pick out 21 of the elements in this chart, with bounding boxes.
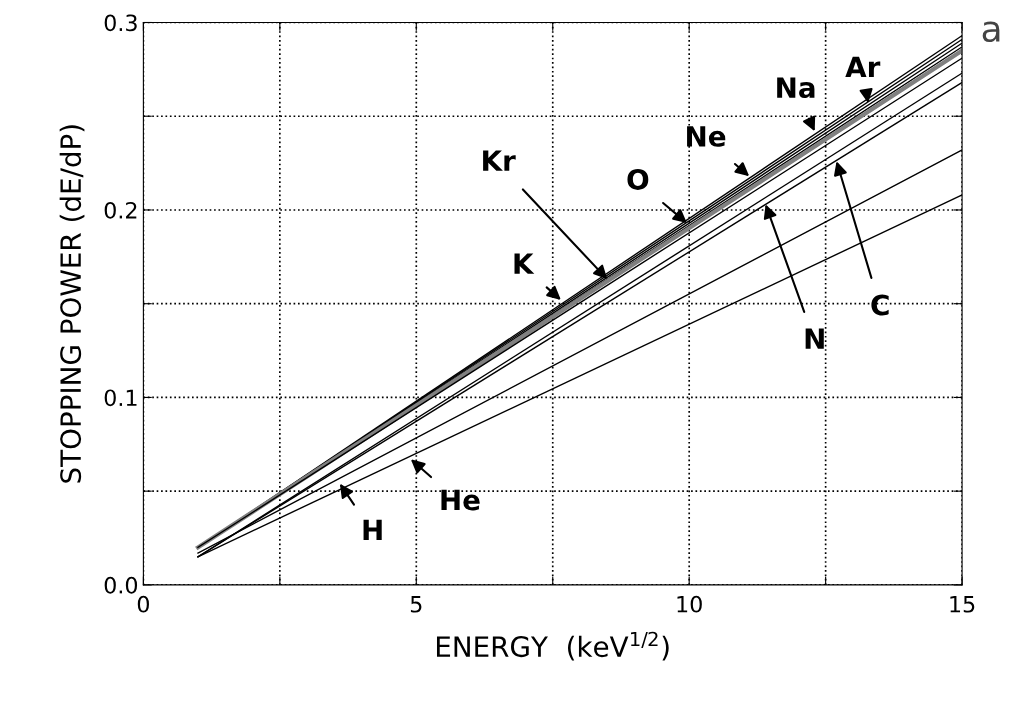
y-tick-label: 0.2: [104, 201, 137, 219]
y-tick-label: 0.0: [104, 576, 138, 594]
annotation: H: [363, 519, 382, 541]
annotation: He: [441, 489, 480, 511]
annotation: Kr: [483, 150, 516, 171]
annotation: Ne: [687, 126, 726, 147]
x-tick-label: 15: [950, 596, 975, 613]
text: a: [982, 21, 1000, 43]
annotation: C: [871, 294, 889, 316]
y-axis-title: STOPPING POWER (dE/dP): [59, 125, 85, 483]
annotation: Na: [777, 77, 815, 99]
annotation: O: [627, 168, 649, 190]
annotation: K: [514, 253, 535, 274]
annotation: N: [805, 328, 824, 349]
x-axis-title: ENERGY (keV$^{1/2}$): [436, 631, 669, 661]
x-tick-label: 10: [677, 595, 702, 613]
x-tick-label: 5: [410, 596, 422, 613]
x-tick-label: 0: [137, 595, 149, 613]
y-tick-label: 0.3: [104, 14, 137, 32]
annotation: Ar: [845, 56, 881, 78]
y-tick-label: 0.1: [104, 389, 137, 407]
